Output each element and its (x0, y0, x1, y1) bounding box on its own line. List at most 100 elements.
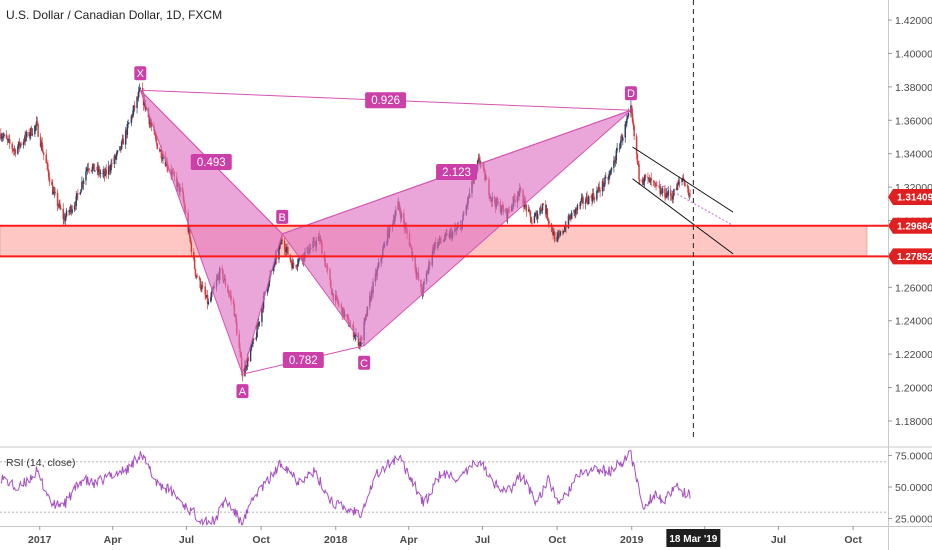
candle (638, 160, 640, 185)
chart-title: U.S. Dollar / Canadian Dollar, 1D, FXCM (6, 8, 222, 22)
ratio-label-bg (190, 154, 232, 171)
candle-body (665, 197, 667, 199)
candle (103, 166, 105, 179)
candle-body (641, 179, 644, 183)
candle-body (653, 182, 656, 184)
candle-body (80, 189, 82, 193)
ratio-label: 2.123 (436, 164, 478, 181)
candle (478, 153, 481, 164)
candle (642, 178, 644, 186)
candle (198, 275, 201, 281)
candle-body (245, 366, 248, 369)
price-tick-label: 1.42000 (895, 15, 932, 27)
candle-body (24, 134, 26, 142)
candle (14, 148, 17, 158)
candle-body (0, 137, 3, 139)
candle-body (92, 163, 95, 167)
candle (551, 225, 554, 235)
candle-body (579, 205, 581, 207)
candle (614, 155, 617, 167)
rsi-title: RSI (14, close) (6, 457, 75, 469)
candle (81, 180, 84, 189)
candle (137, 86, 140, 102)
price-tick-label: 1.26000 (895, 282, 932, 294)
candle-body (527, 209, 530, 212)
candle (635, 133, 638, 160)
candle-body (53, 191, 56, 193)
candle-body (563, 230, 566, 232)
candle-body (620, 136, 622, 143)
candle-body (258, 321, 261, 323)
candle-body (528, 209, 531, 212)
candle (6, 135, 9, 146)
candle-body (97, 166, 99, 173)
candle (75, 190, 77, 210)
candle-body (292, 262, 294, 269)
candle (570, 214, 572, 223)
candle (34, 124, 37, 132)
candle (665, 188, 668, 198)
rsi-pane[interactable] (0, 449, 888, 526)
candle-body (102, 172, 104, 174)
rsi-axis[interactable]: 25.0000 50.0000 75.0000 (888, 451, 932, 526)
candle-body (58, 203, 60, 207)
rsi-tick-label: 25.0000 (895, 513, 932, 525)
last-price-tag: 1.31409 (888, 188, 932, 205)
channel-upper-line (632, 146, 734, 213)
candle (535, 209, 537, 216)
price-tick-label: 1.24000 (895, 316, 932, 328)
candle (28, 128, 30, 139)
time-axis[interactable]: 2017AprJulOct2018AprJulOct2019AprJulOct1… (28, 526, 862, 547)
candle-body (74, 205, 77, 207)
candle-body (535, 212, 537, 215)
candle-body (579, 201, 582, 206)
price-pane[interactable]: 0.926 0.493 0.782 2.123 X A B C D (0, 66, 888, 399)
time-tick-label: Jul (475, 534, 490, 546)
candle (256, 322, 258, 338)
candle-body (280, 239, 283, 245)
candle (686, 183, 689, 193)
candle-body (289, 254, 292, 261)
candle (261, 307, 263, 327)
pattern-point-bg (276, 209, 289, 224)
candle (250, 343, 253, 352)
candle (545, 200, 547, 218)
candle-body (85, 171, 87, 181)
candle-body (18, 141, 21, 147)
candle-body (675, 189, 678, 191)
candle (580, 193, 583, 203)
candle-body (75, 196, 77, 206)
price-tick-label: 1.22000 (895, 349, 932, 361)
candle (598, 181, 601, 193)
candle (52, 186, 55, 195)
candle (92, 163, 95, 170)
candle-body (615, 150, 618, 161)
candle (251, 341, 253, 348)
candle (588, 194, 590, 205)
candle-body (649, 178, 652, 183)
candle-body (154, 131, 156, 136)
candle (296, 264, 298, 271)
candle-body (588, 196, 590, 205)
candle-body (604, 177, 606, 185)
level-tag-1-text: 1.27852 (897, 252, 932, 263)
candle (56, 188, 59, 212)
time-tick-label: 2017 (28, 534, 52, 546)
candle-body (138, 88, 141, 92)
candle (69, 204, 72, 215)
candle (636, 153, 639, 165)
candle-body (149, 122, 151, 125)
candle (632, 118, 635, 130)
candle-body (11, 143, 13, 149)
candle-body (193, 258, 196, 270)
candle-body (207, 301, 210, 304)
candle-body (626, 118, 628, 124)
candle-body (251, 343, 253, 345)
date-marker-bg (666, 529, 721, 547)
candle (358, 341, 361, 350)
candle (647, 172, 649, 184)
candle (284, 244, 287, 256)
candle-body (636, 153, 639, 163)
candle (205, 289, 207, 299)
